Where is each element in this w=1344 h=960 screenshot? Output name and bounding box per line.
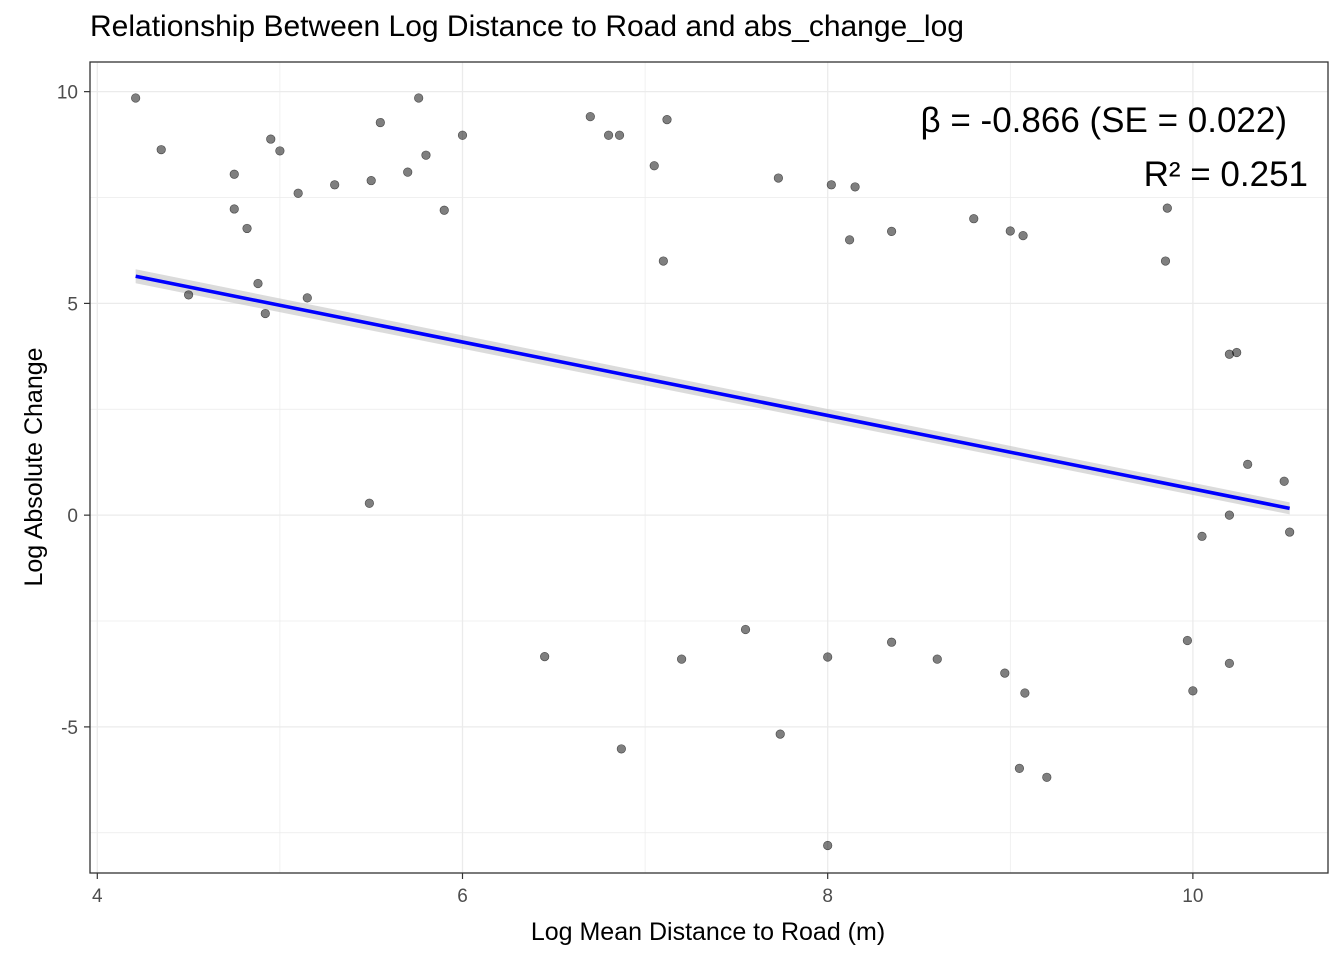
data-point xyxy=(131,93,141,103)
data-point xyxy=(403,167,413,177)
data-point xyxy=(740,624,751,635)
data-point xyxy=(775,729,785,739)
y-tick-label: -5 xyxy=(61,718,78,739)
data-point xyxy=(1018,231,1028,241)
x-tick-label: 6 xyxy=(457,886,468,907)
data-point xyxy=(439,205,449,215)
data-point xyxy=(375,117,385,128)
data-point xyxy=(1188,686,1198,696)
data-point xyxy=(603,130,614,140)
data-point xyxy=(826,180,836,190)
data-point xyxy=(1042,772,1052,782)
data-point xyxy=(366,175,376,186)
data-point xyxy=(156,145,166,155)
data-point xyxy=(823,840,833,851)
annotation-beta: β = -0.866 (SE = 0.022) xyxy=(921,101,1287,140)
x-tick-label: 10 xyxy=(1182,886,1203,907)
data-point xyxy=(677,654,687,664)
data-point xyxy=(844,235,855,245)
annotation-r-squared: R² = 0.251 xyxy=(1144,155,1308,194)
data-point xyxy=(614,130,625,140)
data-point xyxy=(662,114,672,125)
data-point xyxy=(649,161,659,171)
data-point xyxy=(266,134,276,144)
data-point xyxy=(850,182,860,192)
data-point xyxy=(364,498,374,508)
data-point xyxy=(330,180,340,190)
data-point xyxy=(886,226,897,236)
data-point xyxy=(823,652,833,662)
data-point xyxy=(616,744,626,754)
y-tick-label: 10 xyxy=(57,83,78,104)
data-points xyxy=(131,93,1295,851)
data-point xyxy=(1224,658,1234,668)
data-point xyxy=(773,173,783,183)
data-point xyxy=(1224,510,1234,520)
data-point xyxy=(932,654,942,664)
data-point xyxy=(1243,459,1253,469)
data-point xyxy=(229,204,239,214)
data-point xyxy=(1197,531,1207,541)
data-point xyxy=(1232,347,1242,358)
x-tick-label: 4 xyxy=(92,886,103,907)
data-point xyxy=(1162,203,1172,213)
data-point xyxy=(229,169,239,179)
data-point xyxy=(275,146,285,156)
data-point xyxy=(184,290,194,300)
x-axis-label: Log Mean Distance to Road (m) xyxy=(531,918,885,946)
y-axis-label: Log Absolute Change xyxy=(20,347,48,586)
data-point xyxy=(1160,256,1171,266)
data-point xyxy=(658,256,668,266)
data-point xyxy=(260,308,270,319)
data-point xyxy=(242,223,252,234)
data-point xyxy=(293,188,303,198)
data-point xyxy=(1014,763,1025,773)
y-tick-label: 5 xyxy=(67,294,78,315)
plot-panel-border xyxy=(89,61,1329,874)
data-point xyxy=(1000,668,1010,678)
fit-line-layer xyxy=(135,274,1291,511)
grid xyxy=(90,62,1328,873)
data-point xyxy=(1285,527,1295,537)
data-point xyxy=(1279,476,1289,486)
data-point xyxy=(457,130,468,140)
x-tick-label: 8 xyxy=(822,886,833,907)
data-point xyxy=(540,651,550,662)
data-point xyxy=(585,112,595,122)
chart-title: Relationship Between Log Distance to Roa… xyxy=(90,10,964,43)
data-point xyxy=(421,150,431,160)
data-point xyxy=(302,293,312,303)
data-point xyxy=(414,93,424,103)
fit-line xyxy=(135,274,1291,511)
y-tick-label: 0 xyxy=(67,506,78,527)
data-point xyxy=(1182,635,1193,646)
axis-ticks: 4 6 8 10 -5 0 5 10 xyxy=(57,83,1204,907)
data-point xyxy=(886,637,897,647)
data-point xyxy=(969,214,979,224)
data-point xyxy=(253,278,263,289)
data-point xyxy=(1020,688,1030,698)
data-point xyxy=(1005,226,1015,236)
